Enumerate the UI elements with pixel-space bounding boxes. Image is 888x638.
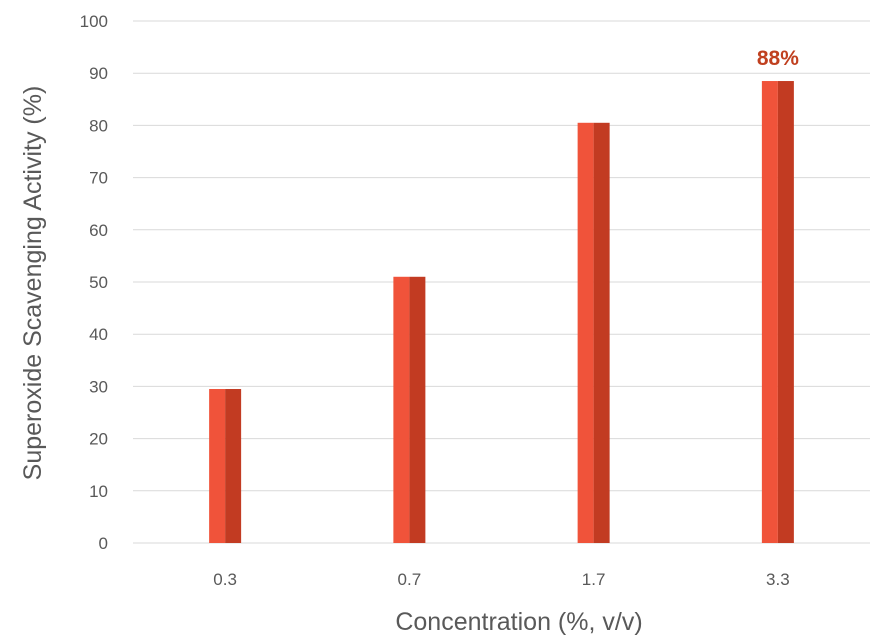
- data-labels: 88%: [757, 47, 799, 70]
- x-tick-label: 1.7: [582, 570, 606, 589]
- bar-face-left: [761, 81, 778, 543]
- bar-face-right: [409, 276, 426, 543]
- bar-1.7: [577, 122, 610, 543]
- bar-3.3: [761, 81, 794, 543]
- data-label: 88%: [757, 47, 799, 70]
- x-tick-label: 0.3: [213, 570, 237, 589]
- bar-face-right: [777, 81, 794, 543]
- x-tick-label: 3.3: [766, 570, 790, 589]
- y-tick-label: 90: [89, 64, 108, 83]
- y-tick-label: 0: [99, 534, 108, 553]
- y-tick-label: 50: [89, 273, 108, 292]
- bar-face-left: [209, 389, 226, 543]
- y-tick-label: 60: [89, 221, 108, 240]
- y-tick-label: 80: [89, 116, 108, 135]
- x-tick-labels: 0.3 0.7 1.7 3.3: [213, 570, 789, 589]
- y-axis-title: Superoxide Scavenging Activity (%): [19, 86, 47, 481]
- y-tick-label: 10: [89, 482, 108, 501]
- y-tick-label: 70: [89, 169, 108, 188]
- y-tick-label: 40: [89, 325, 108, 344]
- y-tick-label: 20: [89, 430, 108, 449]
- y-tick-labels: 0 10 20 30 40 50 60 70 80 90 100: [80, 12, 108, 553]
- bar-face-right: [593, 122, 610, 543]
- bar-face-right: [225, 389, 242, 543]
- bar-0.7: [393, 276, 426, 543]
- x-axis-title: Concentration (%, v/v): [395, 608, 642, 636]
- bar-0.3: [209, 389, 242, 543]
- bar-face-left: [577, 122, 594, 543]
- gridlines: [133, 20, 870, 544]
- x-tick-label: 0.7: [398, 570, 422, 589]
- y-tick-label: 30: [89, 377, 108, 396]
- bars: [209, 81, 794, 543]
- bar-face-left: [393, 276, 410, 543]
- y-tick-label: 100: [80, 12, 108, 31]
